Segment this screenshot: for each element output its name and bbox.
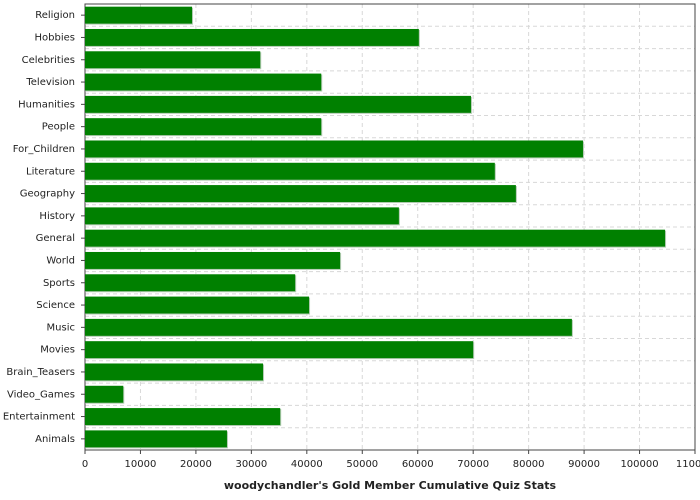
bar [85,274,296,292]
x-tick-label: 50000 [346,459,378,470]
bar [85,229,666,247]
bar [85,385,124,403]
bar [85,162,495,180]
bar [85,363,264,381]
y-tick-label: Science [36,300,75,311]
y-tick-label: Television [25,77,75,88]
bar [85,430,227,448]
x-tick-label: 40000 [291,459,323,470]
bar [85,28,419,46]
y-tick-label: Geography [20,189,75,200]
y-tick-label: Animals [35,434,75,445]
bar [85,341,474,359]
bar [85,6,193,24]
x-tick-label: 90000 [568,459,600,470]
bar [85,408,281,426]
bar [85,296,310,314]
x-tick-label: 10000 [125,459,157,470]
y-tick-label: Entertainment [3,412,75,423]
bar [85,73,322,91]
bar [85,118,322,136]
bar [85,207,399,225]
plot-frame [84,3,696,451]
bar [85,140,583,158]
x-tick-label: 100000 [620,459,658,470]
y-tick-label: Humanities [18,99,75,110]
y-tick-label: Literature [26,166,75,177]
x-tick-label: 0 [82,459,88,470]
x-tick-label: 80000 [513,459,545,470]
y-tick-label: Video_Games [7,389,75,400]
bar [85,251,341,269]
x-tick-label: 60000 [402,459,434,470]
bar [85,318,572,336]
x-tick-label: 20000 [180,459,212,470]
y-tick-label: For_Children [13,144,75,155]
bar [85,95,471,113]
y-tick-label: History [39,211,75,222]
y-tick-label: People [42,122,75,133]
y-tick-label: Celebrities [22,55,75,66]
y-tick-label: Sports [43,278,75,289]
y-tick-label: Hobbies [35,32,75,43]
x-tick-label: 70000 [457,459,489,470]
y-tick-label: Religion [35,10,75,21]
y-tick-label: General [36,233,75,244]
y-tick-label: Movies [40,345,75,356]
y-tick-label: World [46,255,75,266]
bar [85,51,261,69]
x-tick-label: 110000 [676,459,700,470]
bar [85,185,516,203]
x-tick-label: 30000 [235,459,267,470]
y-tick-label: Music [47,322,75,333]
y-tick-label: Brain_Teasers [6,367,75,378]
chart-title: woodychandler's Gold Member Cumulative Q… [224,479,557,492]
